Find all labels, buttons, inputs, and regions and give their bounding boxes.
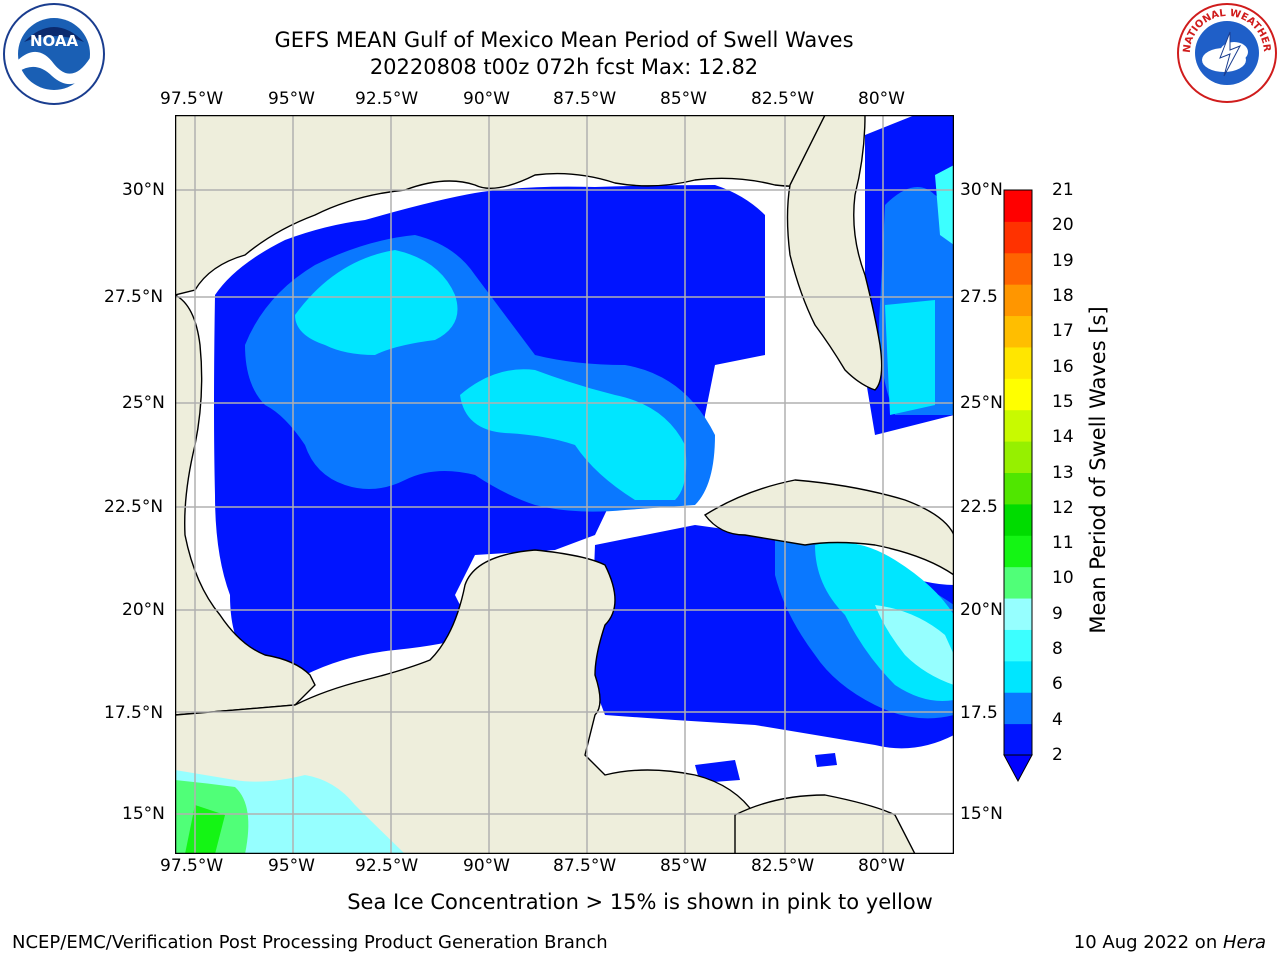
colorbar-tick-label: 11 <box>1052 533 1074 554</box>
colorbar-segment <box>1004 409 1032 442</box>
colorbar-tick-label: 4 <box>1052 709 1063 730</box>
lat-label: 22.5°N <box>104 497 164 517</box>
colorbar <box>1000 185 1040 785</box>
colorbar-tick-label: 19 <box>1052 250 1074 271</box>
colorbar-segment <box>1004 315 1032 348</box>
colorbar-tick-label: 21 <box>1052 180 1074 200</box>
colorbar-segment <box>1004 503 1032 536</box>
colorbar-segment <box>1004 441 1032 473</box>
lon-label: 85°W <box>660 89 707 109</box>
host-name: Hera <box>1222 932 1266 953</box>
lon-label: 80°W <box>858 856 905 876</box>
lon-label: 95°W <box>268 89 315 109</box>
colorbar-tick-label: 2 <box>1052 745 1063 765</box>
graticule <box>175 115 954 854</box>
colorbar-label: Mean Period of Swell Waves [s] <box>1086 306 1110 634</box>
colorbar-extend <box>1003 754 1033 783</box>
colorbar-segment <box>1004 566 1032 599</box>
colorbar-tick-label: 15 <box>1052 391 1074 412</box>
lat-label: 30°N <box>122 180 165 200</box>
colorbar-tick-label: 14 <box>1052 427 1074 448</box>
lon-label: 90°W <box>463 89 510 109</box>
colorbar-tick-label: 10 <box>1052 568 1074 589</box>
lon-label: 82.5°W <box>751 89 815 109</box>
colorbar-tick-label: 18 <box>1052 285 1074 306</box>
lon-label: 92.5°W <box>355 856 419 876</box>
nws-logo: NATIONAL WEATHER SERVICE <box>1172 0 1278 104</box>
colorbar-tick-label: 9 <box>1052 603 1063 624</box>
colorbar-tick-label: 17 <box>1052 321 1074 342</box>
lon-label: 97.5°W <box>160 856 224 876</box>
lat-label: 20°N <box>122 600 165 620</box>
lat-label: 30°N <box>960 180 1003 200</box>
date-stamp: 10 Aug 2022 on Hera <box>1074 932 1266 953</box>
colorbar-tick-label: 12 <box>1052 497 1074 518</box>
lon-label: 80°W <box>858 89 905 109</box>
lat-label: 15°N <box>122 804 165 824</box>
colorbar-segment <box>1004 629 1032 662</box>
colorbar-segment <box>1004 535 1032 568</box>
colorbar-segment <box>1004 692 1032 725</box>
lat-label: 27.5 <box>960 287 998 307</box>
sea-ice-note: Sea Ice Concentration > 15% is shown in … <box>347 890 933 914</box>
lat-label: 17.5°N <box>104 703 164 723</box>
colorbar-segment <box>1004 660 1032 693</box>
lat-label: 25°N <box>960 393 1003 413</box>
colorbar-tick-label: 13 <box>1052 462 1074 483</box>
lat-label: 27.5°N <box>104 287 164 307</box>
colorbar-tick-label: 6 <box>1052 674 1063 695</box>
plot-title: GEFS MEAN Gulf of Mexico Mean Period of … <box>274 28 854 52</box>
credit-text: NCEP/EMC/Verification Post Processing Pr… <box>12 932 608 953</box>
lon-label: 97.5°W <box>160 89 224 109</box>
date-text: 10 Aug 2022 on <box>1073 932 1223 953</box>
swell-field-pale <box>875 605 954 685</box>
swell-period-map <box>174 114 955 855</box>
lon-label: 90°W <box>463 856 510 876</box>
colorbar-segment <box>1004 221 1032 254</box>
lat-label: 25°N <box>122 393 165 413</box>
colorbar-tick-label: 20 <box>1052 215 1074 236</box>
plot-subtitle: 20220808 t00z 072h fcst Max: 12.82 <box>369 55 759 79</box>
colorbar-segment <box>1004 284 1032 317</box>
noaa-logo: NOAA <box>2 2 106 106</box>
colorbar-tick-label: 16 <box>1052 356 1074 377</box>
lat-label: 20°N <box>960 600 1003 620</box>
lon-label: 87.5°W <box>553 856 617 876</box>
lon-label: 85°W <box>660 856 707 876</box>
colorbar-border <box>1003 189 1033 756</box>
colorbar-segment <box>1004 346 1032 379</box>
colorbar-tick-label: 8 <box>1052 639 1063 660</box>
lon-label: 87.5°W <box>553 89 617 109</box>
lat-label: 22.5 <box>960 497 998 517</box>
lon-label: 95°W <box>268 856 315 876</box>
colorbar-segment <box>1004 252 1032 285</box>
colorbar-segment <box>1004 723 1032 756</box>
colorbar-segment <box>1004 190 1032 222</box>
svg-text:NOAA: NOAA <box>30 32 79 50</box>
lat-label: 15°N <box>960 804 1003 824</box>
lon-label: 92.5°W <box>355 89 419 109</box>
lat-label: 17.5 <box>960 703 998 723</box>
colorbar-ticks: 2 4 6 8 9 10 11 12 13 14 15 16 17 18 19 20 21 <box>1040 180 1100 765</box>
lon-label: 82.5°W <box>751 856 815 876</box>
colorbar-segment <box>1004 378 1032 411</box>
colorbar-segment <box>1004 472 1032 505</box>
colorbar-segment <box>1004 598 1032 630</box>
pacific-swell <box>175 770 405 854</box>
